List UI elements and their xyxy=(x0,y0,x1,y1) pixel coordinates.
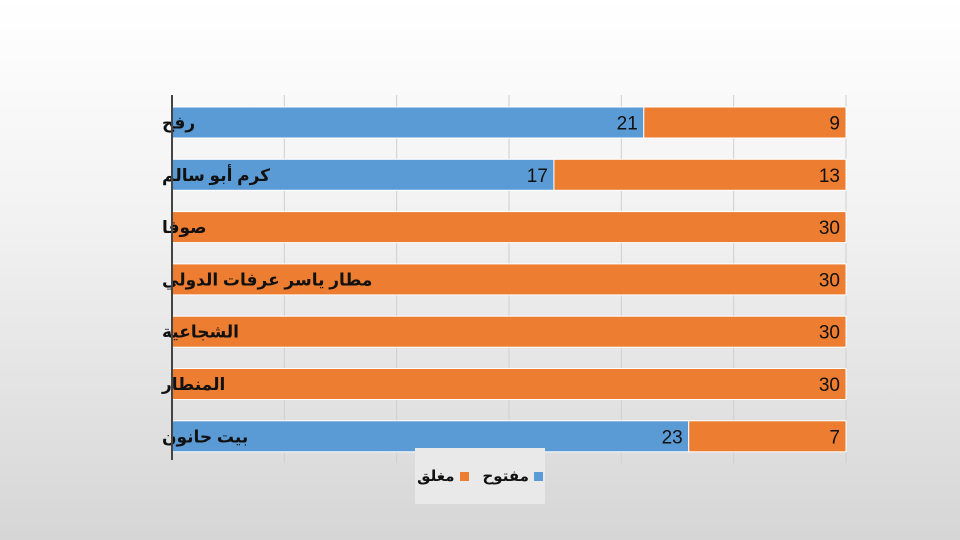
category-label: رفح xyxy=(162,114,195,134)
value-labels: 21 9 17 13 30 30 30 30 23 7 xyxy=(527,114,840,449)
data-label: 21 xyxy=(617,114,638,135)
category-label: المنطار xyxy=(161,375,225,394)
bar-open xyxy=(171,106,645,139)
legend-swatch-open xyxy=(533,471,543,481)
data-label: 30 xyxy=(819,375,840,396)
bar-closed xyxy=(553,158,847,191)
category-label: كرم أبو سالم xyxy=(162,164,270,186)
data-label: 7 xyxy=(829,427,840,448)
legend-swatch-closed xyxy=(459,471,469,481)
bar-closed xyxy=(171,315,847,348)
bar-closed xyxy=(171,211,847,244)
data-label: 9 xyxy=(829,114,840,135)
data-label: 30 xyxy=(819,218,840,239)
legend: مفتوح مغلق xyxy=(415,448,545,504)
data-label: 30 xyxy=(819,270,840,291)
bar-closed xyxy=(643,106,847,139)
bar-closed xyxy=(171,368,847,400)
bar-closed xyxy=(171,263,847,296)
category-label: مطار ياسر عرفات الدولي xyxy=(162,270,372,290)
bar-closed xyxy=(688,420,847,453)
category-labels: رفح كرم أبو سالم صوفا مطار ياسر عرفات الدول… xyxy=(161,114,372,448)
data-label: 13 xyxy=(819,166,840,187)
data-label: 30 xyxy=(819,323,840,344)
legend-label-closed: مغلق xyxy=(417,468,455,485)
legend-item-closed: مغلق xyxy=(417,467,469,485)
category-label: الشجاعية xyxy=(162,323,239,342)
legend-item-open: مفتوح xyxy=(483,467,543,485)
bars xyxy=(171,106,847,453)
category-label: صوفا xyxy=(162,218,207,238)
data-label: 17 xyxy=(527,166,548,187)
data-label: 23 xyxy=(662,427,683,448)
legend-label-open: مفتوح xyxy=(482,468,529,485)
category-label: بيت حانون xyxy=(162,427,248,447)
